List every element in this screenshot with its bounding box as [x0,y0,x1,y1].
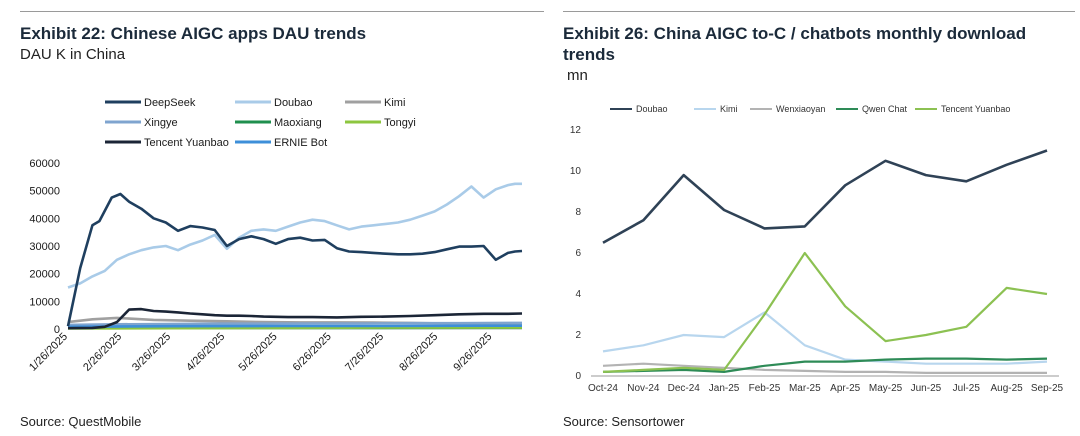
x-tick-label: 3/26/2025 [130,331,173,374]
legend-label-wenxiaoyan: Wenxiaoyan [776,104,825,114]
x-tick-label: Jun-25 [911,383,942,394]
x-tick-label: 7/26/2025 [343,331,386,374]
series-line-xingye [67,321,523,327]
y-tick-label: 20000 [29,269,60,281]
y-tick-label: 12 [570,125,582,136]
y-tick-label: 4 [575,289,581,300]
y-tick-label: 6 [575,248,581,259]
x-tick-label: Jul-25 [953,383,981,394]
legend-label-kimi: Kimi [384,97,405,109]
x-tick-label: 5/26/2025 [237,331,280,374]
series-line-deepseek [66,192,523,327]
x-tick-label: 2/26/2025 [81,331,124,374]
y-tick-label: 30000 [29,241,60,253]
x-tick-label: Mar-25 [789,383,821,394]
left-exhibit-panel: Exhibit 22: Chinese AIGC apps DAU trends… [20,0,544,436]
legend-label-qwen-chat: Qwen Chat [862,104,908,114]
x-tick-label: 6/26/2025 [291,331,334,374]
x-tick-label: 8/26/2025 [397,331,440,374]
exhibit-26-title: Exhibit 26: China AIGC to-C / chatbots m… [563,24,1027,64]
legend-label-maoxiang: Maoxiang [274,117,322,129]
right-exhibit-panel: Exhibit 26: China AIGC to-C / chatbots m… [563,0,1075,436]
y-tick-label: 60000 [29,158,60,170]
top-rule [20,11,544,12]
x-tick-label: Jan-25 [709,383,740,394]
y-tick-label: 10000 [29,296,60,308]
legend-label-xingye: Xingye [144,117,178,129]
y-tick-label: 40000 [29,213,60,225]
y-tick-label: 10 [570,166,582,177]
series-line-ernie-bot [67,324,522,329]
top-rule [563,11,1075,12]
x-tick-label: Aug-25 [991,383,1024,394]
monthly-download-chart: Doubao Kimi Wenxiaoyan Qwen Chat Tencent Yua… [570,104,1064,394]
x-tick-label: May-25 [869,383,903,394]
y-tick-label: 0 [54,324,60,336]
y-tick-label: 0 [575,371,581,382]
dau-trend-chart: DeepSeek Doubao Kimi Xingye Maoxiang Tongyi Te… [27,97,523,374]
legend-label-kimi: Kimi [720,104,738,114]
series-line-wenxiaoyan [602,362,1047,374]
legend-label-doubao: Doubao [274,97,313,109]
x-tick-label: Dec-24 [668,383,701,394]
y-tick-label: 2 [575,330,581,341]
x-tick-label: 9/26/2025 [451,331,494,374]
y-tick-label: 50000 [29,186,60,198]
exhibit-26-unit: mn [567,67,588,84]
legend-label-doubao: Doubao [636,104,668,114]
y-tick-label: 8 [575,207,581,218]
x-tick-label: 4/26/2025 [184,331,227,374]
x-tick-label: Nov-24 [627,383,660,394]
series-line-tencent-yuanbao [67,307,523,330]
series-line-doubao [67,182,522,289]
series-line-qwen-chat [602,357,1048,373]
x-tick-label: 1/26/2025 [27,331,70,374]
legend-label-tencent-yuanbao: Tencent Yuanbao [941,104,1010,114]
x-tick-label: Oct-24 [588,383,618,394]
x-tick-label: Sep-25 [1031,383,1064,394]
legend-label-ernie-bot: ERNIE Bot [274,137,327,149]
legend-label-deepseek: DeepSeek [144,97,196,109]
x-tick-label: Apr-25 [830,383,860,394]
exhibit-22-subtitle: DAU K in China [20,46,126,63]
series-line-doubao [602,149,1048,244]
exhibit-26-source: Source: Sensortower [563,414,685,429]
legend-label-tencent-yuanbao: Tencent Yuanbao [144,137,229,149]
x-tick-label: Feb-25 [749,383,781,394]
legend-label-tongyi: Tongyi [384,117,416,129]
exhibit-22-source: Source: QuestMobile [20,414,142,429]
series-line-tencent-yuanbao [602,251,1048,373]
exhibit-22-title: Exhibit 22: Chinese AIGC apps DAU trends [20,24,367,43]
series-line-kimi [602,311,1048,365]
series-line-tongyi [67,326,522,330]
